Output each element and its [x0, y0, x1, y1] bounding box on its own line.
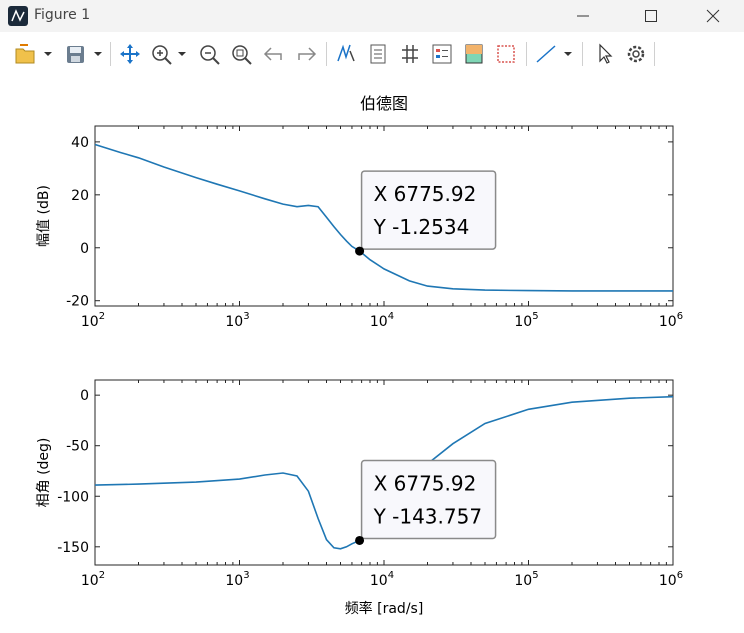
open-button[interactable] [14, 41, 38, 67]
line-dropdown[interactable] [562, 41, 574, 67]
x-tick-label: 104 [370, 570, 394, 589]
redo-button[interactable] [294, 41, 318, 67]
y-tick-label: -20 [66, 294, 89, 310]
colormap-button[interactable] [462, 41, 486, 67]
brush-icon [337, 44, 355, 62]
undo-icon [263, 47, 282, 61]
undo-button[interactable] [262, 41, 286, 67]
open-file-icon [15, 44, 35, 64]
open-dropdown[interactable] [42, 41, 54, 67]
title-bar: Figure 1 [0, 0, 744, 32]
datatip-marker [355, 246, 365, 256]
subplot-2: 0 -50 -100 -150 102 103 104 105 106 相角 (deg) X 677… [36, 379, 683, 589]
y-tick-label: 40 [71, 135, 89, 151]
close-icon [706, 9, 720, 23]
save-icon [67, 46, 84, 63]
series-line [94, 395, 674, 550]
toolbar-separator [526, 42, 527, 66]
insert-colorbar-button[interactable] [366, 41, 390, 67]
zoom-in-button[interactable] [150, 41, 174, 67]
chevron-down-icon [178, 52, 186, 56]
zoom-reset-button[interactable] [230, 41, 254, 67]
minimize-button[interactable] [560, 0, 606, 32]
x-tick-label: 102 [81, 311, 105, 330]
datatip-box [360, 170, 497, 250]
toolbar-separator [654, 42, 655, 66]
save-button[interactable] [64, 41, 88, 67]
matlab-figure-icon [8, 6, 28, 26]
y-tick-label: 0 [80, 388, 89, 404]
maximize-icon [645, 10, 657, 22]
chevron-down-icon [94, 52, 102, 56]
zoom-out-icon [200, 45, 220, 65]
insert-legend-icon [432, 44, 452, 64]
redo-icon [298, 47, 317, 61]
line-button[interactable] [534, 41, 558, 67]
toolbar-separator [326, 42, 327, 66]
x-tick-label: 103 [225, 311, 249, 330]
save-dropdown[interactable] [92, 41, 104, 67]
datatip-x-label: X 6775.92 [374, 471, 477, 495]
chevron-down-icon [564, 52, 572, 56]
x-tick-label: 106 [659, 311, 683, 330]
y-tick-label: -150 [57, 540, 89, 556]
grid-icon [402, 45, 418, 63]
line-icon [536, 45, 556, 63]
x-tick-label: 106 [659, 570, 683, 589]
datatip-y-label: Y -1.2534 [373, 215, 470, 239]
x-tick-label: 105 [514, 311, 538, 330]
zoom-out-button[interactable] [198, 41, 222, 67]
y-axis-label: 幅值 (dB) [36, 185, 52, 247]
x-tick-label: 102 [81, 570, 105, 589]
pointer-icon [599, 43, 613, 64]
maximize-button[interactable] [628, 0, 674, 32]
x-axis-label: 频率 [rad/s] [345, 600, 424, 617]
pan-button[interactable] [118, 41, 142, 67]
y-tick-label: -50 [66, 439, 89, 455]
datatip-y-label: Y -143.757 [373, 504, 483, 528]
y-tick-label: 0 [80, 241, 89, 257]
datatip-marker [355, 535, 365, 545]
figure-toolbar [0, 36, 744, 72]
datatip-box [360, 459, 497, 540]
y-axis-label: 相角 (deg) [36, 438, 52, 508]
toolbar-separator [582, 42, 583, 66]
colormap-icon [465, 44, 483, 64]
pointer-button[interactable] [592, 41, 616, 67]
x-tick-label: 105 [514, 570, 538, 589]
pan-icon [120, 44, 140, 64]
insert-legend-button[interactable] [430, 41, 454, 67]
y-tick-label: -100 [57, 489, 89, 505]
chevron-down-icon [44, 52, 52, 56]
close-button[interactable] [690, 0, 736, 32]
figure-canvas: 伯德图 40 20 0 -20 102 103 104 105 106 幅值 (dB) X 6775.… [0, 80, 744, 629]
window-title: Figure 1 [34, 7, 91, 23]
series-line [94, 143, 673, 292]
toolbar-separator [110, 42, 111, 66]
x-tick-label: 104 [370, 311, 394, 330]
settings-icon [627, 45, 645, 63]
y-tick-label: 20 [71, 188, 89, 204]
zoom-in-icon [152, 45, 172, 65]
grid-button[interactable] [398, 41, 422, 67]
zoom-in-dropdown[interactable] [176, 41, 188, 67]
box-icon [497, 45, 515, 63]
x-tick-label: 103 [225, 570, 249, 589]
datatip-x-label: X 6775.92 [374, 182, 477, 206]
box-button[interactable] [494, 41, 518, 67]
minimize-icon [577, 15, 589, 17]
brush-button[interactable] [334, 41, 358, 67]
settings-button[interactable] [624, 41, 648, 67]
zoom-reset-icon [232, 45, 252, 65]
chart-title: 伯德图 [360, 94, 408, 113]
insert-colorbar-icon [370, 44, 386, 64]
